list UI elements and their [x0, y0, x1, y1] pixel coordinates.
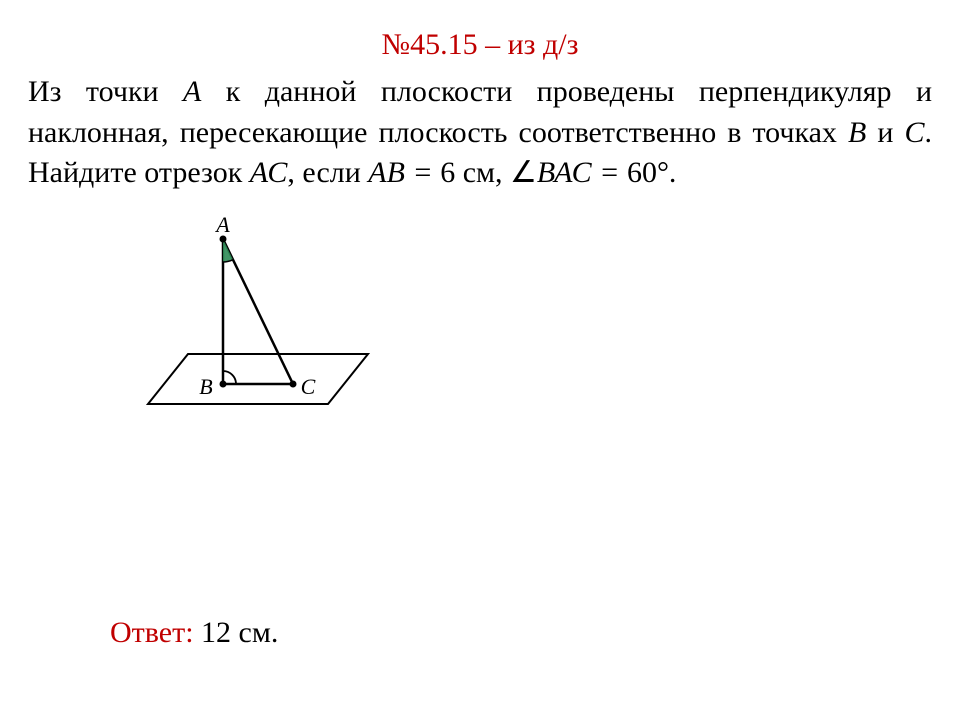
- problem-statement: Из точки А к данной плоскости проведены …: [28, 72, 932, 194]
- angle-value: 60°.: [619, 156, 676, 189]
- answer-value: 12 см.: [194, 616, 279, 649]
- txt: , если: [287, 156, 368, 189]
- var-BAC: ВАС =: [537, 156, 620, 189]
- answer-line: Ответ: 12 см.: [110, 616, 278, 650]
- angle-BAC-fill: [223, 239, 233, 262]
- plane: [148, 354, 368, 404]
- problem-title: №45.15 – из д/з: [28, 28, 932, 62]
- var-A: А: [183, 75, 201, 108]
- var-AB: АВ =: [368, 156, 432, 189]
- var-B: В: [848, 116, 866, 149]
- txt: и: [866, 116, 904, 149]
- figure-container: A B C: [128, 214, 932, 429]
- label-A: A: [214, 214, 230, 237]
- ab-value: 6 см,: [433, 156, 510, 189]
- var-C: С: [904, 116, 924, 149]
- txt: Из точки: [28, 75, 183, 108]
- point-C: [290, 380, 297, 387]
- angle-symbol: ∠: [510, 156, 537, 189]
- segment-AC: [223, 239, 293, 384]
- var-AC: АС: [250, 156, 288, 189]
- title-text: №45.15 – из д/з: [382, 28, 579, 61]
- label-C: C: [301, 374, 316, 399]
- answer-label: Ответ:: [110, 616, 194, 649]
- geometry-figure: A B C: [128, 214, 388, 424]
- point-B: [220, 380, 227, 387]
- label-B: B: [199, 374, 212, 399]
- slide: №45.15 – из д/з Из точки А к данной плос…: [0, 0, 960, 720]
